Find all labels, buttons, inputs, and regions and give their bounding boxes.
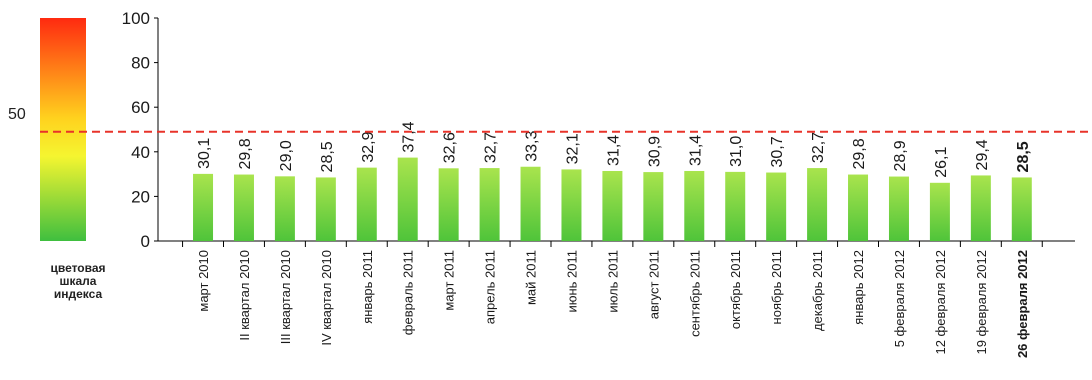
- y-tick-label: 40: [131, 143, 150, 162]
- category-label: январь 2012: [851, 250, 866, 325]
- value-label: 33,3: [524, 130, 541, 161]
- scale-caption-line-1: цветовая: [50, 261, 106, 275]
- category-label: 19 февраля 2012: [974, 250, 989, 355]
- bar: [888, 176, 909, 241]
- value-label: 31,4: [605, 135, 622, 166]
- category-label: III квартал 2010: [278, 250, 293, 344]
- category-label: январь 2011: [360, 250, 375, 324]
- value-label: 29,0: [278, 140, 295, 171]
- category-label: ноябрь 2011: [769, 250, 784, 324]
- value-label: 30,1: [196, 138, 213, 169]
- value-label: 28,5: [319, 141, 336, 172]
- category-label: август 2011: [646, 250, 661, 319]
- bar: [848, 174, 869, 241]
- category-label: 12 февраля 2012: [933, 250, 948, 355]
- bar: [561, 169, 582, 241]
- category-label: февраль 2011: [401, 250, 416, 335]
- bar: [643, 172, 664, 241]
- bar: [233, 174, 254, 241]
- scale-mark-label: 50: [8, 106, 26, 123]
- scale-caption-line-2: шкала: [59, 274, 97, 288]
- value-label: 32,7: [483, 132, 500, 163]
- bar: [807, 168, 828, 241]
- value-label: 26,1: [933, 147, 950, 178]
- value-label: 29,8: [851, 138, 868, 169]
- bar: [970, 175, 991, 241]
- bar: [274, 176, 295, 241]
- value-label: 32,6: [442, 132, 459, 163]
- bar: [602, 170, 623, 241]
- value-label: 30,7: [769, 136, 786, 167]
- category-label: март 2010: [196, 250, 211, 312]
- value-label: 29,4: [974, 139, 991, 170]
- bar: [193, 173, 214, 241]
- value-label: 28,5: [1015, 141, 1032, 172]
- value-label: 28,9: [892, 140, 909, 171]
- category-label: май 2011: [524, 250, 539, 305]
- bar: [725, 171, 746, 241]
- category-label: II квартал 2010: [237, 250, 252, 341]
- y-tick-label: 60: [131, 98, 150, 117]
- y-tick-label: 100: [122, 9, 150, 28]
- category-label: июнь 2011: [564, 250, 579, 313]
- y-tick-label: 80: [131, 54, 150, 73]
- bar: [397, 157, 418, 241]
- bar: [479, 168, 500, 241]
- category-label: июль 2011: [605, 250, 620, 313]
- category-label: сентябрь 2011: [687, 250, 702, 337]
- value-label: 37,4: [401, 121, 418, 152]
- value-label: 31,0: [728, 136, 745, 167]
- category-label: IV квартал 2010: [319, 250, 334, 346]
- category-label: декабрь 2011: [810, 250, 825, 331]
- value-label: 32,7: [810, 132, 827, 163]
- bar: [929, 182, 950, 241]
- y-tick-label: 0: [141, 232, 150, 251]
- bar: [766, 172, 787, 241]
- category-label: апрель 2011: [483, 250, 498, 324]
- bar: [684, 170, 705, 241]
- value-label: 32,1: [564, 133, 581, 164]
- value-label: 30,9: [646, 136, 663, 167]
- bar: [520, 166, 541, 241]
- value-label: 32,9: [360, 131, 377, 162]
- category-label: октябрь 2011: [728, 250, 743, 329]
- bar: [1011, 177, 1032, 241]
- value-label: 29,8: [237, 138, 254, 169]
- y-tick-label: 20: [131, 187, 150, 206]
- bar: [356, 167, 377, 241]
- bar: [315, 177, 336, 241]
- index-color-scale: [40, 18, 86, 241]
- category-label: 26 февраля 2012: [1015, 250, 1030, 358]
- category-label: март 2011: [442, 250, 457, 311]
- category-label: 5 февраля 2012: [892, 250, 907, 347]
- scale-caption: цветовая шкала индекса: [48, 262, 108, 301]
- bar: [438, 168, 459, 241]
- value-label: 31,4: [687, 135, 704, 166]
- scale-caption-line-3: индекса: [53, 287, 103, 301]
